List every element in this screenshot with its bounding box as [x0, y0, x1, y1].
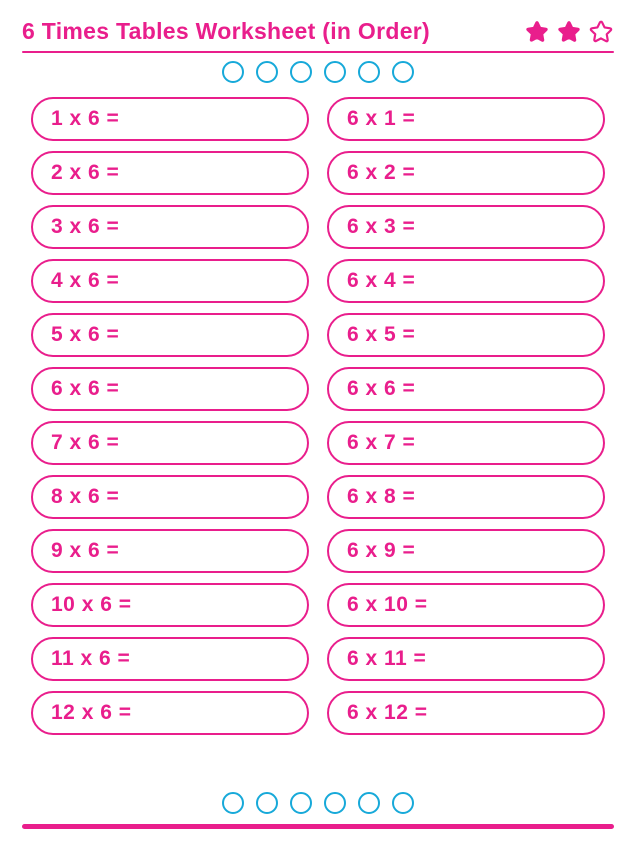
circle-row-bottom — [22, 792, 614, 814]
problem-text: 2 x 6 = — [51, 161, 119, 185]
problem-pill[interactable]: 5 x 6 = — [31, 313, 309, 357]
problem-text: 11 x 6 = — [51, 647, 130, 671]
problem-pill[interactable]: 6 x 3 = — [327, 205, 605, 249]
problem-text: 6 x 6 = — [347, 377, 415, 401]
problem-columns: 1 x 6 = 2 x 6 = 3 x 6 = 4 x 6 = 5 x 6 = 6 x 6… — [22, 97, 614, 735]
decor-circle — [324, 61, 346, 83]
decor-circle — [256, 792, 278, 814]
decor-circle — [392, 792, 414, 814]
decor-circle — [392, 61, 414, 83]
decor-circle — [290, 792, 312, 814]
decor-circle — [222, 792, 244, 814]
problem-pill[interactable]: 6 x 6 = — [31, 367, 309, 411]
star-filled-icon — [524, 19, 550, 45]
problem-text: 4 x 6 = — [51, 269, 119, 293]
problem-pill[interactable]: 6 x 4 = — [327, 259, 605, 303]
problem-pill[interactable]: 9 x 6 = — [31, 529, 309, 573]
divider-bottom — [22, 824, 614, 829]
problem-pill[interactable]: 8 x 6 = — [31, 475, 309, 519]
problem-text: 6 x 4 = — [347, 269, 415, 293]
decor-circle — [290, 61, 312, 83]
page-title: 6 Times Tables Worksheet (in Order) — [22, 18, 430, 45]
problem-text: 6 x 11 = — [347, 647, 426, 671]
problem-text: 6 x 10 = — [347, 593, 427, 617]
problem-pill[interactable]: 6 x 12 = — [327, 691, 605, 735]
difficulty-stars — [524, 19, 614, 45]
problem-text: 1 x 6 = — [51, 107, 119, 131]
problem-pill[interactable]: 11 x 6 = — [31, 637, 309, 681]
decor-circle — [358, 61, 380, 83]
problem-text: 5 x 6 = — [51, 323, 119, 347]
problem-pill[interactable]: 1 x 6 = — [31, 97, 309, 141]
divider-top — [22, 51, 614, 53]
problem-pill[interactable]: 2 x 6 = — [31, 151, 309, 195]
star-filled-icon — [556, 19, 582, 45]
problem-pill[interactable]: 10 x 6 = — [31, 583, 309, 627]
problem-text: 3 x 6 = — [51, 215, 119, 239]
problem-text: 10 x 6 = — [51, 593, 131, 617]
problem-text: 6 x 7 = — [347, 431, 415, 455]
problem-pill[interactable]: 6 x 1 = — [327, 97, 605, 141]
problem-text: 6 x 12 = — [347, 701, 427, 725]
problem-text: 6 x 6 = — [51, 377, 119, 401]
problem-pill[interactable]: 6 x 9 = — [327, 529, 605, 573]
problem-text: 9 x 6 = — [51, 539, 119, 563]
problem-text: 6 x 1 = — [347, 107, 415, 131]
problem-text: 6 x 5 = — [347, 323, 415, 347]
problem-text: 6 x 8 = — [347, 485, 415, 509]
decor-circle — [256, 61, 278, 83]
column-right: 6 x 1 = 6 x 2 = 6 x 3 = 6 x 4 = 6 x 5 = 6 x 6… — [327, 97, 605, 735]
problem-text: 6 x 2 = — [347, 161, 415, 185]
problem-text: 6 x 3 = — [347, 215, 415, 239]
star-empty-icon — [588, 19, 614, 45]
column-left: 1 x 6 = 2 x 6 = 3 x 6 = 4 x 6 = 5 x 6 = 6 x 6… — [31, 97, 309, 735]
problem-text: 12 x 6 = — [51, 701, 131, 725]
problem-pill[interactable]: 6 x 11 = — [327, 637, 605, 681]
problem-text: 7 x 6 = — [51, 431, 119, 455]
decor-circle — [222, 61, 244, 83]
decor-circle — [324, 792, 346, 814]
problem-pill[interactable]: 4 x 6 = — [31, 259, 309, 303]
circle-row-top — [22, 61, 614, 83]
problem-pill[interactable]: 6 x 10 = — [327, 583, 605, 627]
problem-pill[interactable]: 6 x 8 = — [327, 475, 605, 519]
problem-pill[interactable]: 6 x 5 = — [327, 313, 605, 357]
problem-pill[interactable]: 7 x 6 = — [31, 421, 309, 465]
problem-pill[interactable]: 12 x 6 = — [31, 691, 309, 735]
footer — [22, 784, 614, 829]
problem-pill[interactable]: 3 x 6 = — [31, 205, 309, 249]
problem-text: 6 x 9 = — [347, 539, 415, 563]
problem-pill[interactable]: 6 x 2 = — [327, 151, 605, 195]
problem-pill[interactable]: 6 x 6 = — [327, 367, 605, 411]
header: 6 Times Tables Worksheet (in Order) — [22, 18, 614, 45]
problem-text: 8 x 6 = — [51, 485, 119, 509]
problem-pill[interactable]: 6 x 7 = — [327, 421, 605, 465]
decor-circle — [358, 792, 380, 814]
